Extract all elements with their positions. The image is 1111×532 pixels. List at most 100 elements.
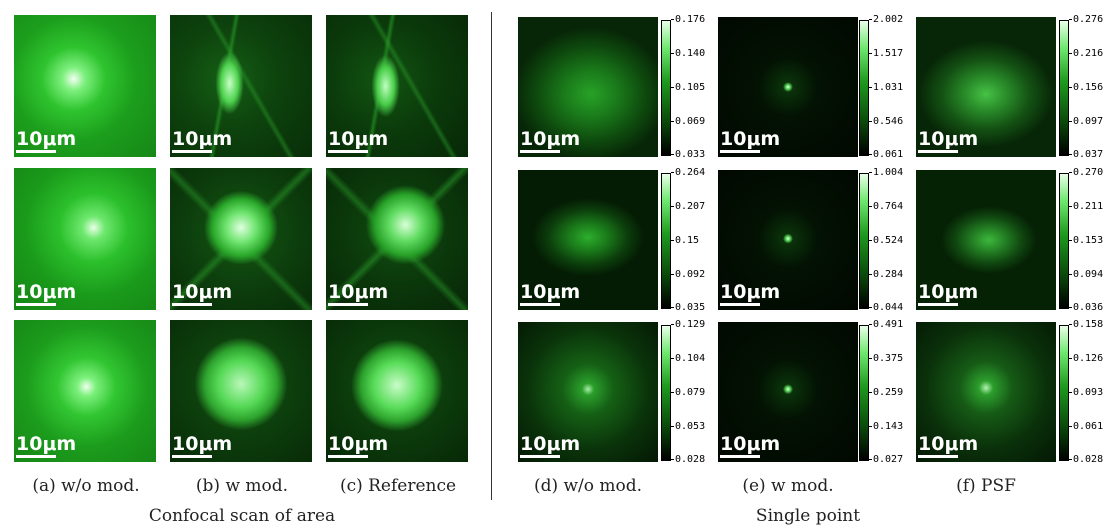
colorbar-d-row1 [661,20,671,156]
caption-c: (c) Reference [339,476,457,496]
tick-label: 0.033 [671,150,705,160]
tick-label: 0.061 [1069,422,1103,432]
scale-bar: 10μm [520,434,580,458]
colorbar-e-row2 [859,173,869,309]
group-title-left: Confocal scan of area [148,506,336,526]
group-title-right: Single point [755,506,861,526]
tick-label: 0.524 [869,236,903,246]
scale-bar: 10μm [720,434,780,458]
colorbar-ticks-f-row2: 0.270 0.211 0.153 0.094 0.036 [1069,168,1109,313]
tick-label: 0.092 [671,270,705,280]
tick-label: 0.053 [671,422,705,432]
panel-f-row3: 10μm [916,322,1056,462]
tick-label: 0.176 [671,15,705,25]
tick-label: 0.276 [1069,15,1103,25]
caption-d: (d) w/o mod. [533,476,643,496]
tick-label: 0.105 [671,83,705,93]
tick-label: 0.104 [671,354,705,364]
scale-bar: 10μm [328,434,388,458]
tick-label: 0.143 [869,422,903,432]
tick-label: 0.491 [869,320,903,330]
scale-bar: 10μm [172,434,232,458]
tick-label: 0.027 [869,455,903,465]
scale-bar: 10μm [16,129,76,153]
tick-label: 0.036 [1069,303,1103,313]
panel-a-row3: 10μm [14,320,156,462]
panel-f-row1: 10μm [916,17,1056,157]
tick-label: 0.764 [869,202,903,212]
colorbar-ticks-d-row1: 0.176 0.140 0.105 0.069 0.033 [671,15,711,160]
scale-bar: 10μm [918,434,978,458]
tick-label: 0.259 [869,388,903,398]
colorbar-ticks-e-row3: 0.491 0.375 0.259 0.143 0.027 [869,320,909,465]
panel-d-row3: 10μm [518,322,658,462]
tick-label: 0.035 [671,303,705,313]
tick-label: 0.094 [1069,270,1103,280]
scale-bar: 10μm [520,282,580,306]
tick-label: 0.216 [1069,49,1103,59]
scale-bar: 10μm [172,282,232,306]
scale-bar: 10μm [328,282,388,306]
scale-bar: 10μm [16,434,76,458]
colorbar-ticks-e-row2: 1.004 0.764 0.524 0.284 0.044 [869,168,909,313]
group-divider [491,12,492,500]
tick-label: 1.031 [869,83,903,93]
panel-e-row2: 10μm [718,170,858,310]
tick-label: 0.028 [671,455,705,465]
colorbar-f-row3 [1059,325,1069,461]
colorbar-d-row3 [661,325,671,461]
colorbar-ticks-f-row3: 0.158 0.126 0.093 0.061 0.028 [1069,320,1109,465]
colorbar-ticks-e-row1: 2.002 1.517 1.031 0.546 0.061 [869,15,909,160]
scale-bar: 10μm [720,282,780,306]
scale-bar: 10μm [328,129,388,153]
scale-bar: 10μm [918,282,978,306]
tick-label: 0.140 [671,49,705,59]
caption-a: (a) w/o mod. [32,476,140,496]
tick-label: 0.207 [671,202,705,212]
tick-label: 0.069 [671,117,705,127]
colorbar-ticks-d-row3: 0.129 0.104 0.079 0.053 0.028 [671,320,711,465]
scale-bar: 10μm [16,282,76,306]
panel-e-row3: 10μm [718,322,858,462]
caption-b: (b) w mod. [195,476,289,496]
scale-bar: 10μm [520,129,580,153]
tick-label: 0.15 [671,236,699,246]
tick-label: 0.061 [869,150,903,160]
panel-d-row1: 10μm [518,17,658,157]
colorbar-ticks-d-row2: 0.264 0.207 0.15 0.092 0.035 [671,168,711,313]
tick-label: 0.126 [1069,354,1103,364]
colorbar-e-row3 [859,325,869,461]
tick-label: 1.517 [869,49,903,59]
panel-a-row1: 10μm [14,15,156,157]
colorbar-e-row1 [859,20,869,156]
panel-b-row3: 10μm [170,320,312,462]
colorbar-f-row1 [1059,20,1069,156]
tick-label: 0.153 [1069,236,1103,246]
panel-c-row3: 10μm [326,320,468,462]
caption-f: (f) PSF [956,476,1016,496]
panel-e-row1: 10μm [718,17,858,157]
panel-b-row2: 10μm [170,168,312,310]
tick-label: 0.211 [1069,202,1103,212]
tick-label: 0.270 [1069,168,1103,178]
colorbar-d-row2 [661,173,671,309]
tick-label: 0.284 [869,270,903,280]
panel-c-row1: 10μm [326,15,468,157]
colorbar-ticks-f-row1: 0.276 0.216 0.156 0.097 0.037 [1069,15,1109,160]
panel-d-row2: 10μm [518,170,658,310]
tick-label: 0.129 [671,320,705,330]
caption-e: (e) w mod. [742,476,834,496]
tick-label: 2.002 [869,15,903,25]
panel-c-row2: 10μm [326,168,468,310]
tick-label: 0.044 [869,303,903,313]
scale-bar: 10μm [918,129,978,153]
tick-label: 0.158 [1069,320,1103,330]
tick-label: 0.097 [1069,117,1103,127]
tick-label: 0.375 [869,354,903,364]
colorbar-f-row2 [1059,173,1069,309]
panel-a-row2: 10μm [14,168,156,310]
panel-b-row1: 10μm [170,15,312,157]
scale-bar: 10μm [720,129,780,153]
tick-label: 0.037 [1069,150,1103,160]
tick-label: 0.156 [1069,83,1103,93]
